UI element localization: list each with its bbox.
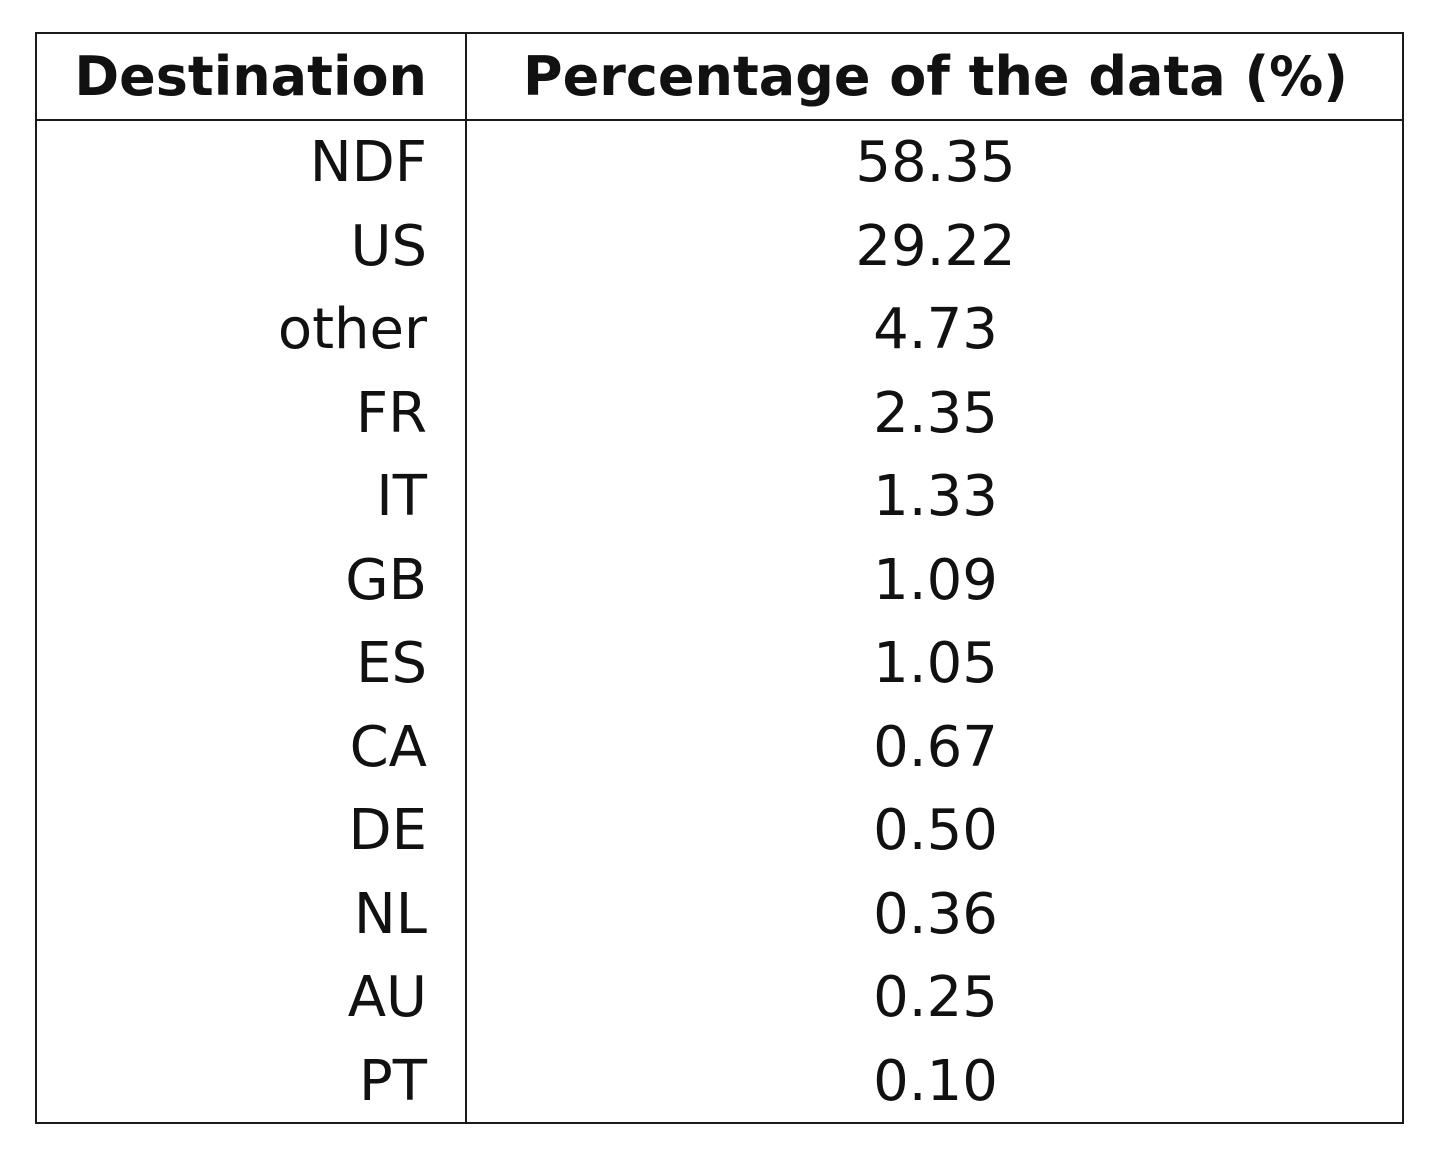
cell-destination: FR <box>355 380 427 446</box>
cell-percentage: 29.22 <box>855 213 1016 279</box>
table-row: FR 2.35 <box>37 372 1402 456</box>
cell-percentage: 0.10 <box>873 1048 998 1114</box>
cell-percentage: 1.33 <box>873 464 998 529</box>
table-body: NDF 58.35 US 29.22 other 4.73 FR 2.35 IT 1.33 GB 1.… <box>37 121 1402 1123</box>
cell-percentage: 58.35 <box>855 130 1016 195</box>
cell-percentage: 2.35 <box>873 380 998 446</box>
table-row: AU 0.25 <box>37 956 1402 1040</box>
column-header-destination: Destination <box>74 45 427 108</box>
cell-percentage: 0.50 <box>873 798 998 863</box>
cell-destination: NDF <box>309 130 427 195</box>
cell-destination: PT <box>359 1048 427 1114</box>
cell-destination: US <box>350 213 427 279</box>
data-table: Destination Percentage of the data (%) N… <box>35 32 1404 1124</box>
table-row: NL 0.36 <box>37 873 1402 957</box>
cell-destination: IT <box>376 464 427 529</box>
cell-destination: NL <box>353 881 427 947</box>
table-row: NDF 58.35 <box>37 121 1402 205</box>
table-row: ES 1.05 <box>37 622 1402 706</box>
cell-destination: ES <box>356 631 427 696</box>
cell-percentage: 0.36 <box>873 881 998 947</box>
table-row: other 4.73 <box>37 288 1402 372</box>
table-row: IT 1.33 <box>37 455 1402 539</box>
column-divider <box>465 34 467 1122</box>
cell-destination: CA <box>349 714 427 780</box>
cell-percentage: 1.05 <box>873 631 998 696</box>
cell-destination: AU <box>347 965 427 1030</box>
column-header-percentage: Percentage of the data (%) <box>523 45 1348 108</box>
table-row: CA 0.67 <box>37 706 1402 790</box>
table-row: GB 1.09 <box>37 539 1402 623</box>
cell-percentage: 0.25 <box>873 965 998 1030</box>
cell-destination: GB <box>345 547 427 613</box>
cell-destination: DE <box>348 798 427 863</box>
table-row: PT 0.10 <box>37 1040 1402 1124</box>
table-row: DE 0.50 <box>37 789 1402 873</box>
table-row: US 29.22 <box>37 205 1402 289</box>
cell-percentage: 1.09 <box>873 547 998 613</box>
table-header-row: Destination Percentage of the data (%) <box>37 34 1402 119</box>
header-divider <box>37 119 1402 121</box>
cell-percentage: 0.67 <box>873 714 998 780</box>
cell-destination: other <box>277 297 427 362</box>
cell-percentage: 4.73 <box>873 297 998 362</box>
